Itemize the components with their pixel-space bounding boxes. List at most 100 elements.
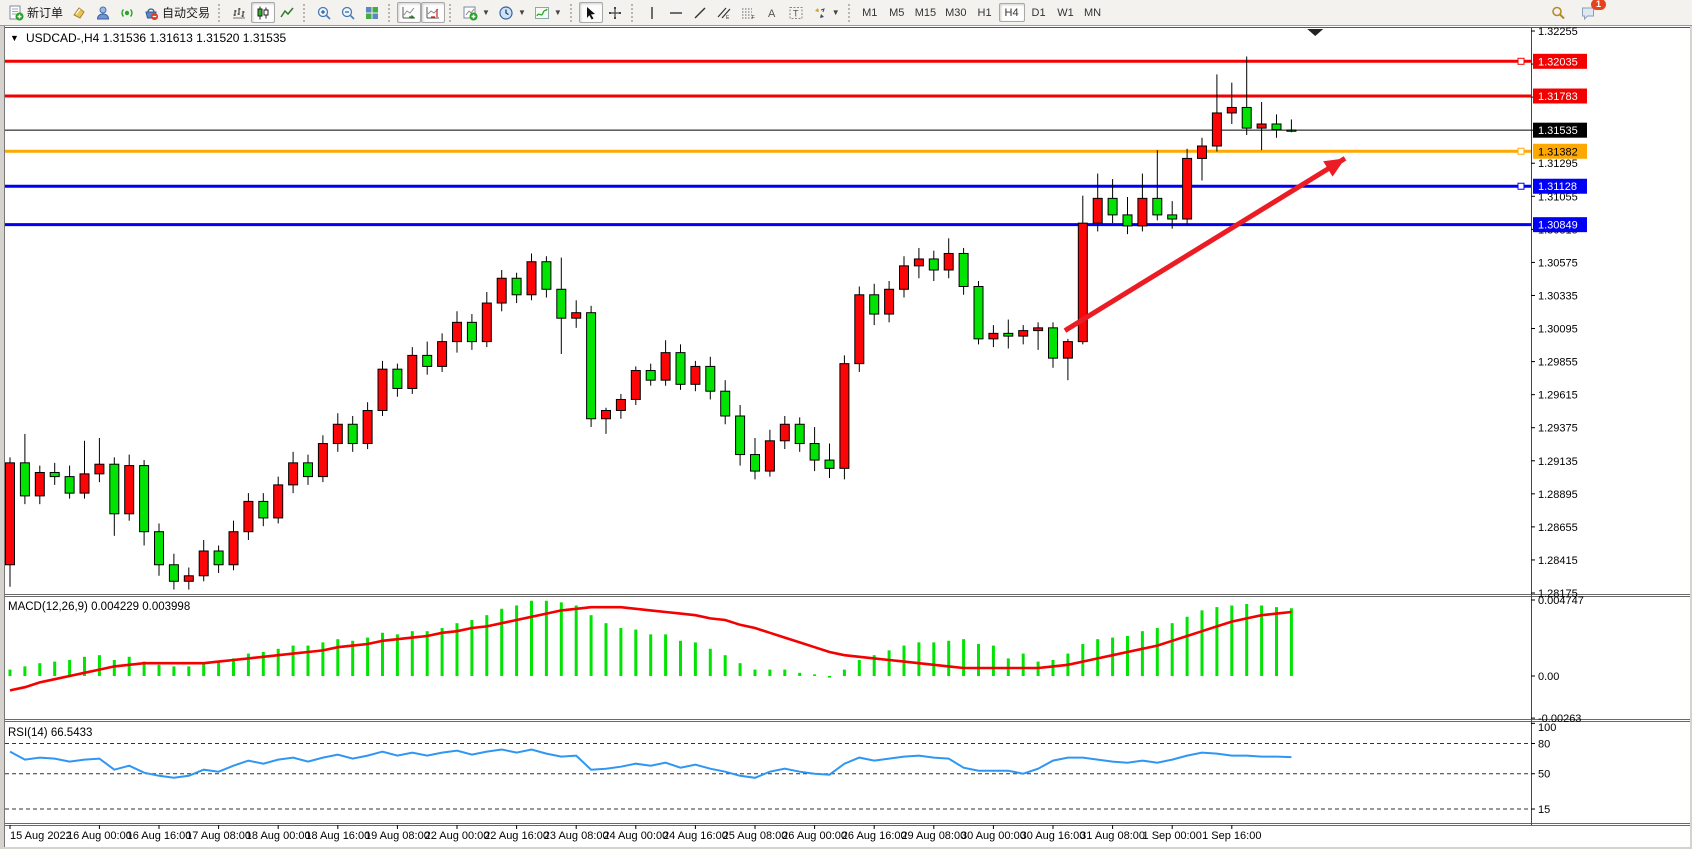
channel-button[interactable]: E [712, 2, 736, 23]
price-axis-label: 1.30575 [1538, 257, 1578, 269]
timeframe-button-h1[interactable]: H1 [977, 6, 992, 19]
candle-body [1167, 214, 1178, 220]
search-button[interactable] [1546, 2, 1570, 23]
horizontal-line-button[interactable] [664, 2, 688, 23]
candle-body [526, 261, 537, 296]
candle-body [1256, 123, 1267, 129]
chart-shift-icon [426, 6, 440, 18]
notifications-button[interactable]: 1 [1576, 0, 1606, 23]
candle-body [496, 277, 507, 304]
trendline-button[interactable] [688, 2, 712, 23]
candle-body [1092, 197, 1103, 224]
timeframe-button-h4[interactable]: H4 [998, 3, 1025, 22]
price-axis-label: 1.32255 [1538, 26, 1578, 38]
trend-arrow-shaft[interactable] [1063, 156, 1347, 333]
line-handle[interactable] [1517, 57, 1525, 65]
timeframe-button-m5[interactable]: M5 [889, 6, 905, 19]
toolbox-button[interactable] [67, 2, 91, 23]
candle-body [183, 575, 194, 582]
main-toolbar: 新订单 自动交易 ▼ ▼ [0, 0, 1692, 26]
candle-body [645, 370, 656, 381]
tile-windows-button[interactable] [360, 2, 384, 23]
profiles-button[interactable]: ▼ [494, 2, 530, 23]
price-axis-label: 1.28895 [1538, 489, 1578, 501]
timeframe-button-m15[interactable]: M15 [914, 6, 937, 19]
bar-chart-button[interactable] [227, 2, 251, 23]
level-badge-bg [1533, 178, 1587, 194]
toolbar-separator [303, 3, 308, 22]
chart-shift-button[interactable] [421, 2, 446, 23]
autotrading-button[interactable]: 自动交易 [139, 2, 214, 23]
candle-body [958, 252, 969, 288]
candle-body [750, 454, 760, 472]
auto-scroll-button[interactable] [397, 2, 422, 23]
zoom-out-button[interactable] [336, 2, 360, 23]
new-order-button[interactable]: 新订单 [4, 2, 67, 23]
vertical-line-icon [651, 6, 653, 19]
line-chart-button[interactable] [275, 2, 299, 23]
level-badge: 1.31783 [1538, 91, 1578, 103]
market-watch-icon [97, 6, 110, 19]
candle-body [794, 423, 805, 445]
search-icon [1552, 6, 1565, 19]
candle-body [243, 500, 254, 533]
trend-arrow-head[interactable] [1323, 158, 1346, 177]
candle-body [943, 252, 954, 271]
candle-body [839, 363, 850, 469]
window-left-edge [0, 26, 5, 849]
level-badge: 1.32035 [1538, 56, 1578, 68]
current-price-badge: 1.31535 [1538, 125, 1578, 137]
candle-body [1062, 341, 1073, 359]
timeframe-button-w1[interactable]: W1 [1057, 6, 1074, 19]
rsi-axis-label: 50 [1538, 769, 1550, 781]
rsi-line [9, 748, 1292, 779]
timeframe-button-mn[interactable]: MN [1083, 6, 1102, 19]
cursor-button[interactable] [578, 2, 603, 23]
market-watch-button[interactable] [91, 2, 115, 23]
indicators-button[interactable]: ▼ [530, 2, 566, 23]
candle-body [1271, 123, 1282, 130]
zoom-in-button[interactable] [312, 2, 336, 23]
line-handle[interactable] [1517, 182, 1525, 190]
toolbar-separator [218, 3, 223, 22]
toolbar-separator [630, 3, 636, 22]
crosshair-button[interactable] [603, 2, 627, 23]
timeframe-button-d1[interactable]: D1 [1031, 6, 1046, 19]
timeframe-button-m30[interactable]: M30 [945, 6, 967, 19]
arrows-icon [814, 7, 825, 18]
time-axis-label: 18 Aug 00:00 [246, 830, 311, 842]
signals-button[interactable] [115, 2, 139, 23]
macd-indicator-label: MACD(12,26,9) 0.004229 0.003998 [8, 601, 190, 613]
candle-body [824, 459, 835, 469]
candle-body [273, 484, 284, 519]
text-label-button[interactable]: T [784, 2, 808, 23]
candlestick-chart-button[interactable] [251, 2, 276, 23]
candle-body [288, 462, 299, 486]
fibonacci-icon: F [741, 8, 755, 21]
candle-body [720, 390, 731, 417]
new-chart-icon [463, 6, 478, 20]
notification-badge: 1 [1591, 0, 1606, 10]
vertical-line-button[interactable] [640, 2, 664, 23]
rsi-axis-label: 80 [1538, 739, 1550, 751]
candle-body [109, 463, 120, 515]
candle-body [571, 312, 582, 319]
candle-body [988, 332, 999, 340]
text-label-icon: T [789, 6, 803, 19]
text-button[interactable]: A [760, 2, 784, 23]
timeframe-button-m1[interactable]: M1 [862, 6, 878, 19]
price-axis-label: 1.31295 [1538, 158, 1578, 170]
autotrading-icon [145, 7, 159, 20]
time-axis-label: 1 Sep 16:00 [1202, 830, 1261, 842]
line-handle[interactable] [1517, 147, 1525, 155]
candle-body [1003, 332, 1014, 337]
price-axis-label: 1.28655 [1538, 522, 1578, 534]
arrows-button[interactable]: ▼ [808, 2, 844, 23]
candle-body [928, 258, 939, 271]
price-axis-label: 1.28415 [1538, 555, 1578, 567]
candle-body [556, 288, 567, 319]
new-chart-button[interactable]: ▼ [458, 2, 494, 23]
candle-body [705, 365, 716, 392]
fibonacci-button[interactable]: F [736, 2, 760, 23]
